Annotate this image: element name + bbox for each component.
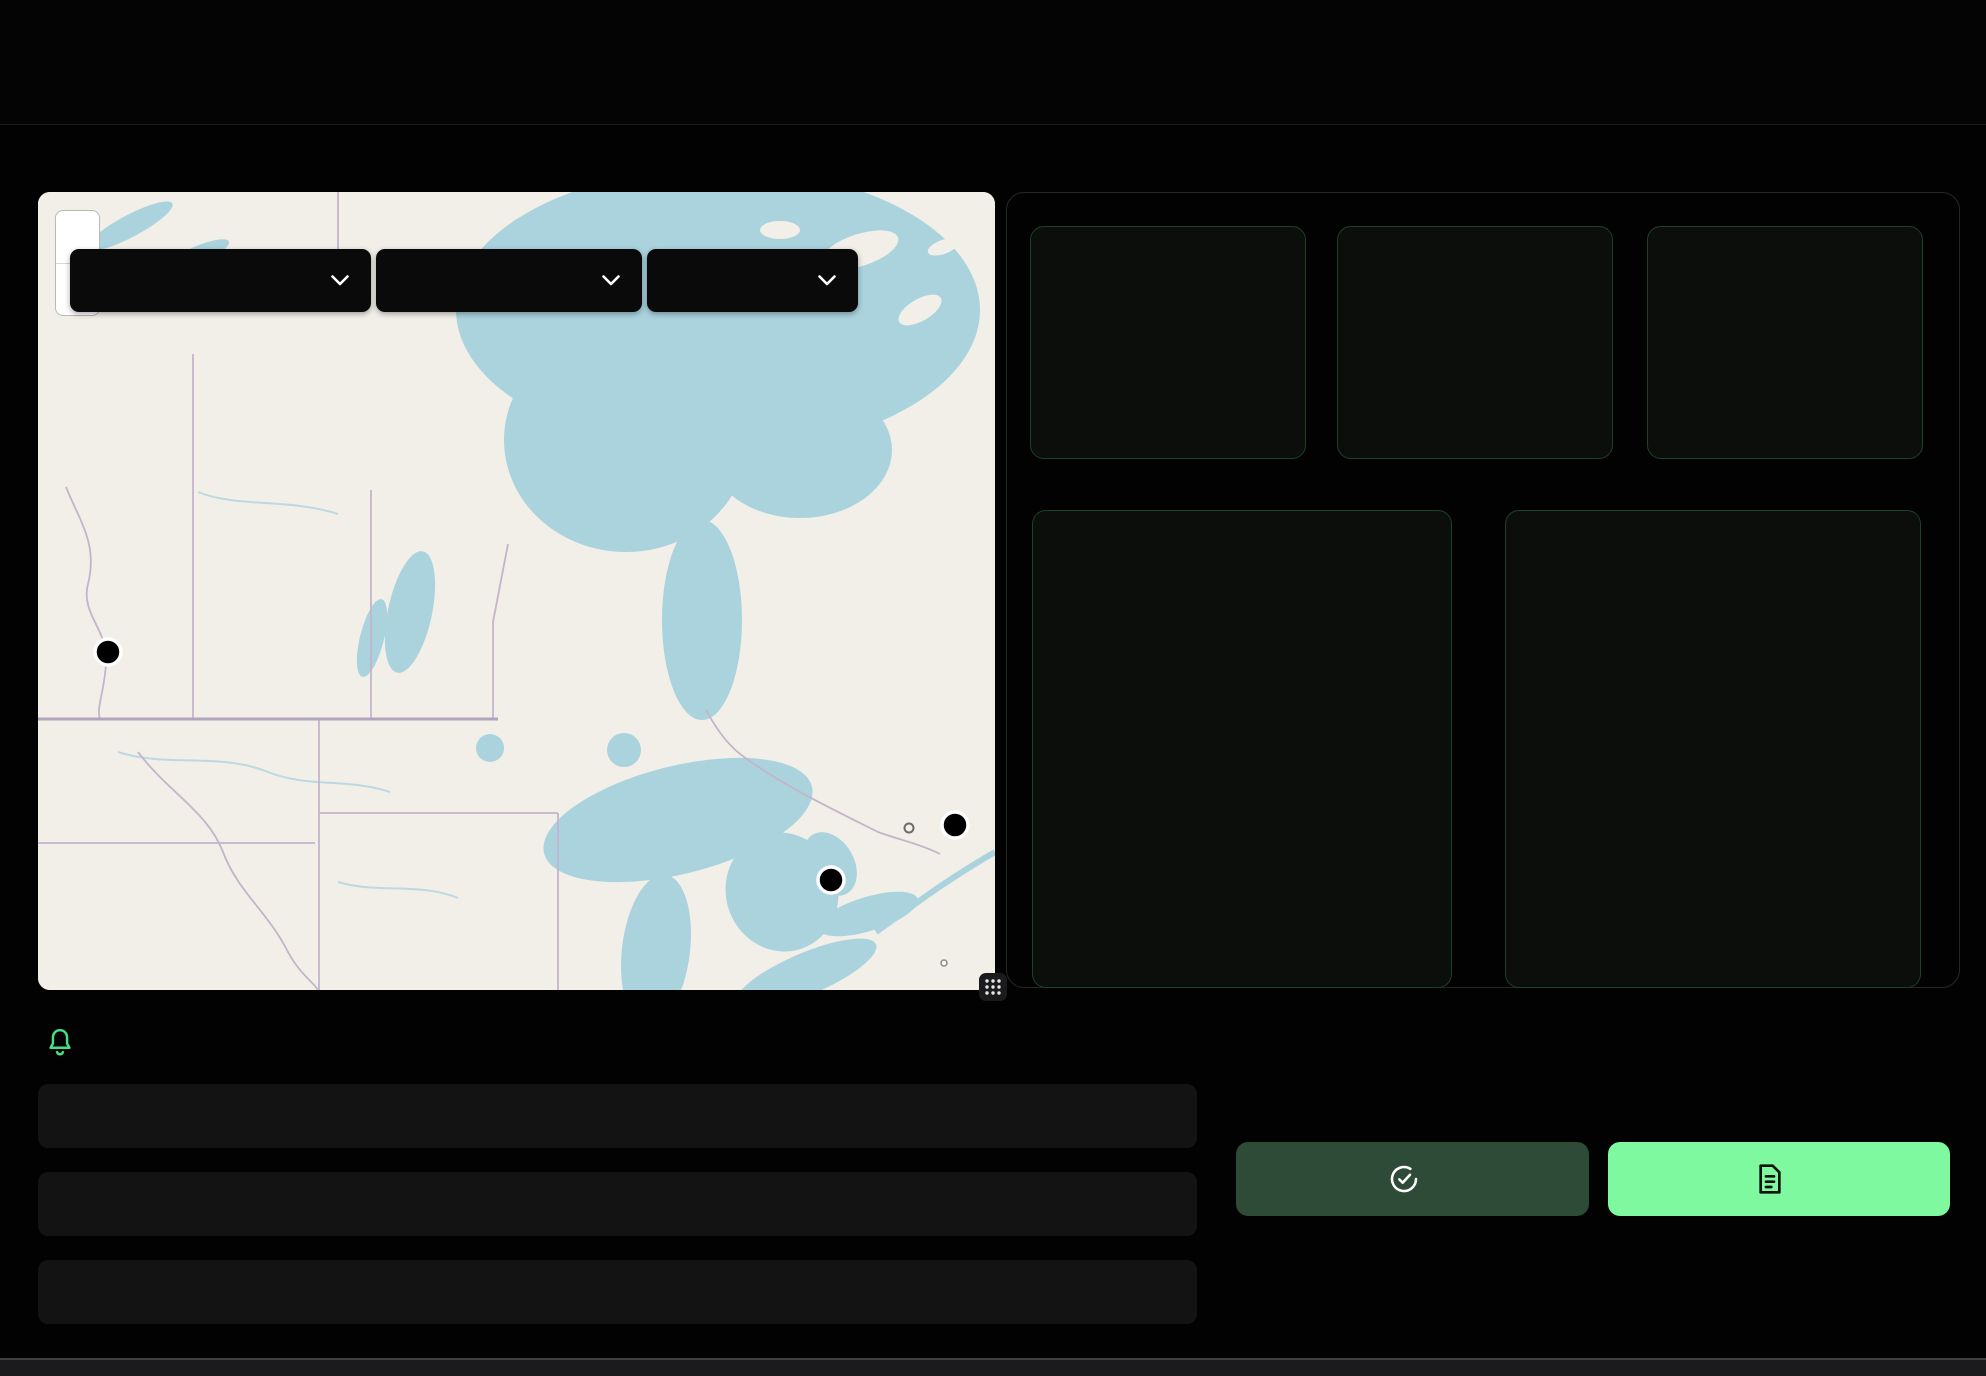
fuel-map[interactable] [38,192,995,990]
chevron-down-icon [331,275,349,286]
tank-status-chart-card [1032,510,1452,988]
rivers [117,491,459,899]
stat-card-critical-tanks [1337,226,1613,459]
stat-card-avg-depletion [1647,226,1923,459]
alerts-header [44,1026,90,1060]
map-filterbar [70,249,858,312]
tank-markers [93,637,970,895]
tank-marker-warning[interactable] [940,810,970,840]
window-bottom-bar [0,1358,1986,1376]
app-header [0,0,1986,125]
tank-marker-normal[interactable] [816,865,846,895]
bell-icon [49,1028,71,1056]
region-filter-dropdown[interactable] [70,249,371,312]
map-labels [903,822,948,967]
map-canvas [38,192,995,990]
chevron-down-icon [602,275,620,286]
alert-row[interactable] [38,1084,1197,1148]
acknowledge-all-button[interactable] [1236,1142,1589,1216]
report-document-icon [1759,1164,1781,1194]
fuel-type-filter-dropdown[interactable] [376,249,642,312]
tank-status-donut-chart [1033,511,1453,989]
main-nav [1700,0,1924,125]
alert-row[interactable] [38,1260,1197,1324]
admin-boundaries [38,192,941,990]
generate-report-button[interactable] [1608,1142,1950,1216]
regional-consumption-bar-chart [1506,511,1922,989]
stat-card-total-fuel [1030,226,1306,459]
check-circle-icon [1390,1165,1417,1193]
status-filter-dropdown[interactable] [647,249,858,312]
chevron-down-icon [818,275,836,286]
regional-consumption-chart-card [1505,510,1921,988]
resize-grip-icon[interactable] [979,973,1007,1001]
dashboard-panel [1006,192,1960,988]
alert-row[interactable] [38,1172,1197,1236]
tank-marker-critical[interactable] [93,637,123,667]
